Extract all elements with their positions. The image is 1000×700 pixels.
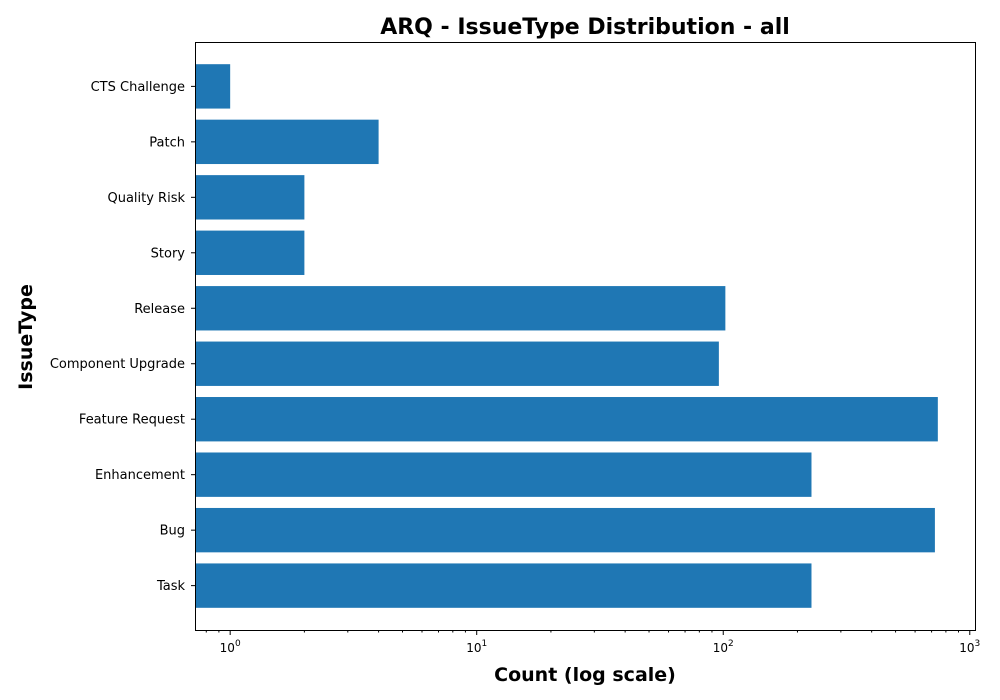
bar-story <box>195 230 305 275</box>
y-tick-label-bug: Bug <box>160 524 185 539</box>
x-axis-ticks: 100 101 102 103 <box>205 630 980 655</box>
plot-frame <box>195 42 976 631</box>
bar-patch <box>195 119 379 165</box>
bars-group <box>195 64 938 608</box>
bar-task <box>195 563 812 608</box>
bar-bug <box>195 507 935 553</box>
y-tick-label-cts-challenge: CTS Challenge <box>91 80 185 95</box>
y-tick-label-enhancement: Enhancement <box>95 468 185 483</box>
y-tick-label-release: Release <box>134 302 185 317</box>
y-tick-label-quality-risk: Quality Risk <box>107 191 185 206</box>
bar-cts-challenge <box>195 64 231 109</box>
y-tick-label-feature-request: Feature Request <box>79 413 185 428</box>
y-axis-label: IssueType <box>15 284 37 390</box>
y-tick-label-story: Story <box>151 246 186 261</box>
y-tick-label-task: Task <box>156 579 186 594</box>
x-tick-label: 103 <box>959 639 980 655</box>
y-axis-ticks: Task Bug Enhancement Feature Request Compone… <box>50 80 195 594</box>
bar-quality-risk <box>195 175 305 220</box>
bar-release <box>195 286 726 331</box>
chart-title: ARQ - IssueType Distribution - all <box>380 15 790 40</box>
bar-feature-request <box>195 397 938 442</box>
x-tick-label: 100 <box>220 639 241 655</box>
x-tick-label: 102 <box>713 639 734 655</box>
x-tick-label: 101 <box>466 639 487 655</box>
y-tick-label-patch: Patch <box>149 135 185 150</box>
x-axis-label: Count (log scale) <box>494 664 676 686</box>
bar-enhancement <box>195 452 812 497</box>
bar-component-upgrade <box>195 341 719 386</box>
y-tick-label-component-upgrade: Component Upgrade <box>50 357 185 372</box>
